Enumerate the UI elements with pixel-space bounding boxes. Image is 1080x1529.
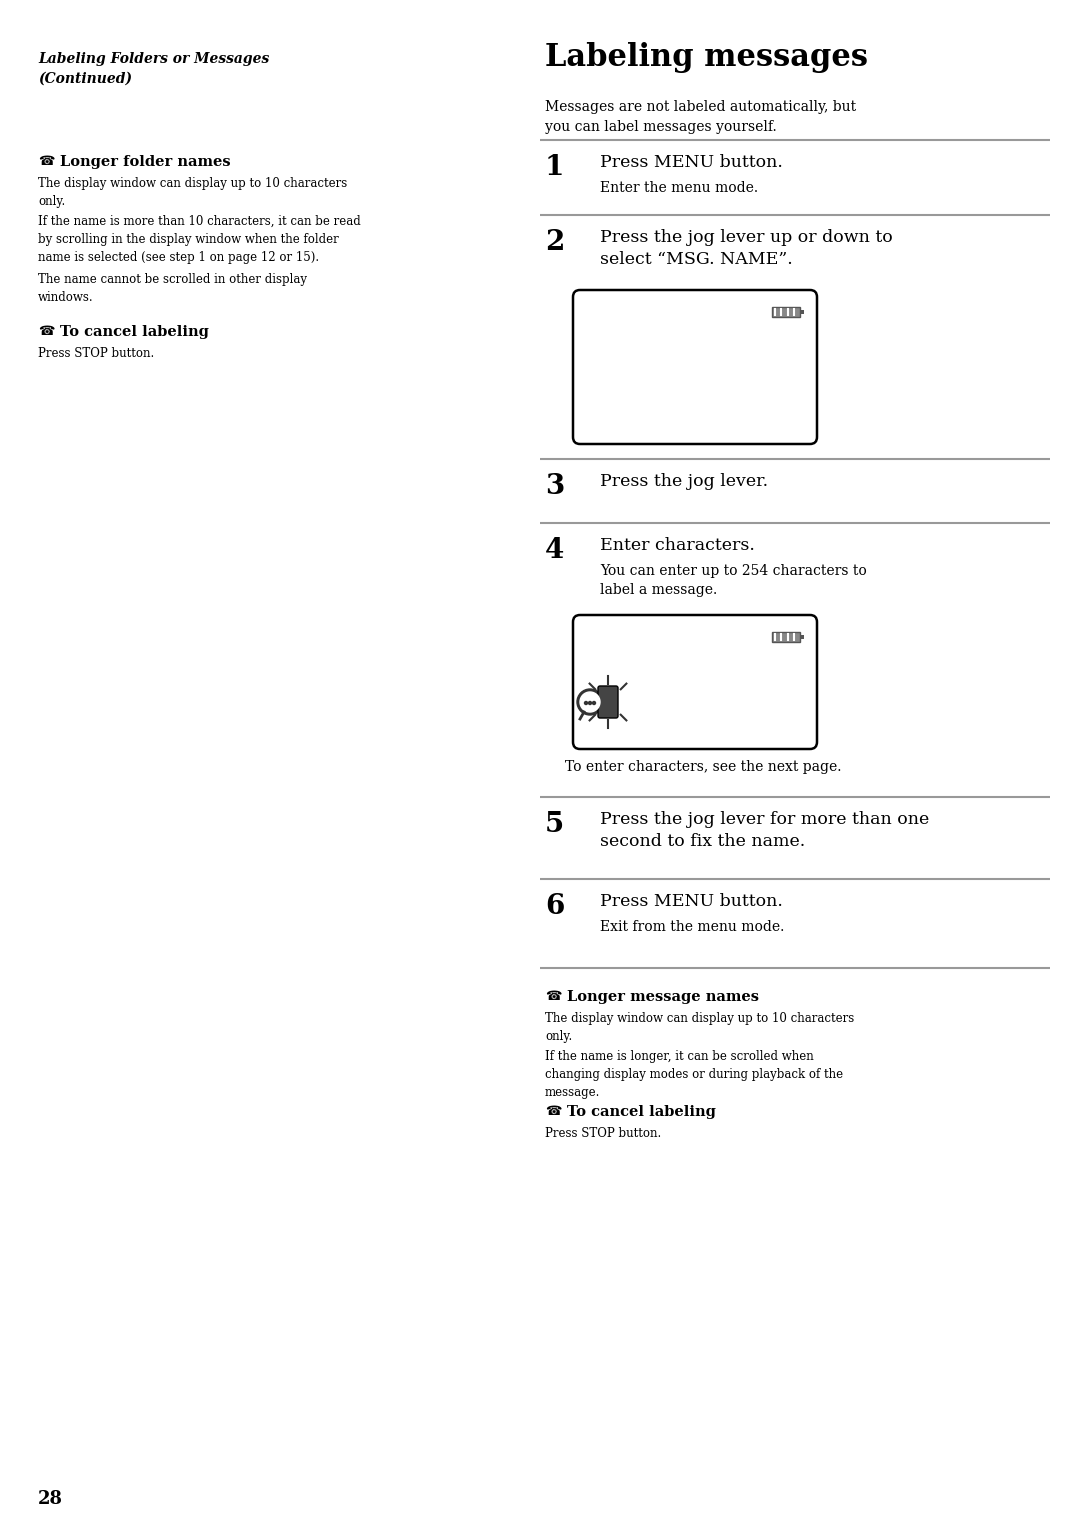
Text: FOLDER NAME: FOLDER NAME: [592, 332, 688, 347]
Text: 5: 5: [545, 810, 564, 838]
Text: 6: 6: [545, 893, 565, 920]
Text: Press STOP button.: Press STOP button.: [38, 347, 154, 359]
FancyBboxPatch shape: [800, 310, 804, 313]
Text: Press the jog lever.: Press the jog lever.: [600, 472, 768, 489]
Text: You can enter up to 254 characters to
label a message.: You can enter up to 254 characters to la…: [600, 564, 867, 596]
Text: Press MENU button.: Press MENU button.: [600, 154, 783, 171]
Text: Press the jog lever for more than one
second to fix the name.: Press the jog lever for more than one se…: [600, 810, 929, 850]
FancyBboxPatch shape: [573, 615, 816, 749]
FancyBboxPatch shape: [573, 291, 816, 443]
Text: 28: 28: [38, 1489, 63, 1508]
Circle shape: [593, 702, 595, 705]
Text: If the name is more than 10 characters, it can be read
by scrolling in the displ: If the name is more than 10 characters, …: [38, 216, 361, 265]
Text: MSG. NAME: MSG. NAME: [592, 657, 690, 674]
Text: Longer folder names: Longer folder names: [60, 154, 231, 170]
Text: 3: 3: [545, 472, 564, 500]
Text: ▶MSG. NAME: ▶MSG. NAME: [592, 359, 679, 375]
Text: - - - - - - - - - -: - - - - - - - - - -: [592, 635, 659, 644]
Text: The name cannot be scrolled in other display
windows.: The name cannot be scrolled in other dis…: [38, 274, 307, 304]
Circle shape: [584, 702, 588, 705]
Text: To enter characters, see the next page.: To enter characters, see the next page.: [565, 760, 841, 774]
Text: Press STOP button.: Press STOP button.: [545, 1127, 661, 1141]
Circle shape: [580, 693, 600, 713]
Text: Labeling Folders or Messages
(Continued): Labeling Folders or Messages (Continued): [38, 52, 269, 86]
Text: ☎: ☎: [38, 326, 54, 338]
Text: Enter the menu mode.: Enter the menu mode.: [600, 180, 758, 196]
Text: 1: 1: [545, 154, 565, 180]
Text: Messages are not labeled automatically, but
you can label messages yourself.: Messages are not labeled automatically, …: [545, 99, 856, 133]
Circle shape: [589, 702, 592, 705]
Text: 2: 2: [545, 229, 565, 255]
FancyBboxPatch shape: [772, 307, 800, 317]
Text: ☎: ☎: [38, 154, 54, 168]
Text: - - - - - - - - - -: - - - - - - - - - -: [592, 309, 659, 320]
Text: Press the jog lever up or down to
select “MSG. NAME”.: Press the jog lever up or down to select…: [600, 229, 893, 268]
Circle shape: [577, 690, 603, 716]
Text: Longer message names: Longer message names: [567, 989, 759, 1005]
Text: Press MENU button.: Press MENU button.: [600, 893, 783, 910]
Text: To cancel labeling: To cancel labeling: [60, 326, 208, 339]
FancyBboxPatch shape: [598, 687, 618, 719]
Text: Labeling messages: Labeling messages: [545, 41, 868, 73]
Text: If the name is longer, it can be scrolled when
changing display modes or during : If the name is longer, it can be scrolle…: [545, 1050, 843, 1099]
FancyBboxPatch shape: [800, 635, 804, 639]
Text: FORMAT: FORMAT: [592, 388, 645, 404]
Text: The display window can display up to 10 characters
only.: The display window can display up to 10 …: [38, 177, 348, 208]
Text: 4: 4: [545, 537, 564, 564]
FancyBboxPatch shape: [772, 631, 800, 642]
Text: ☎: ☎: [545, 989, 562, 1003]
Text: To cancel labeling: To cancel labeling: [567, 1105, 716, 1119]
Text: ☎: ☎: [545, 1105, 562, 1118]
Text: Enter characters.: Enter characters.: [600, 537, 755, 553]
Text: Exit from the menu mode.: Exit from the menu mode.: [600, 920, 784, 934]
Text: The display window can display up to 10 characters
only.: The display window can display up to 10 …: [545, 1012, 854, 1043]
